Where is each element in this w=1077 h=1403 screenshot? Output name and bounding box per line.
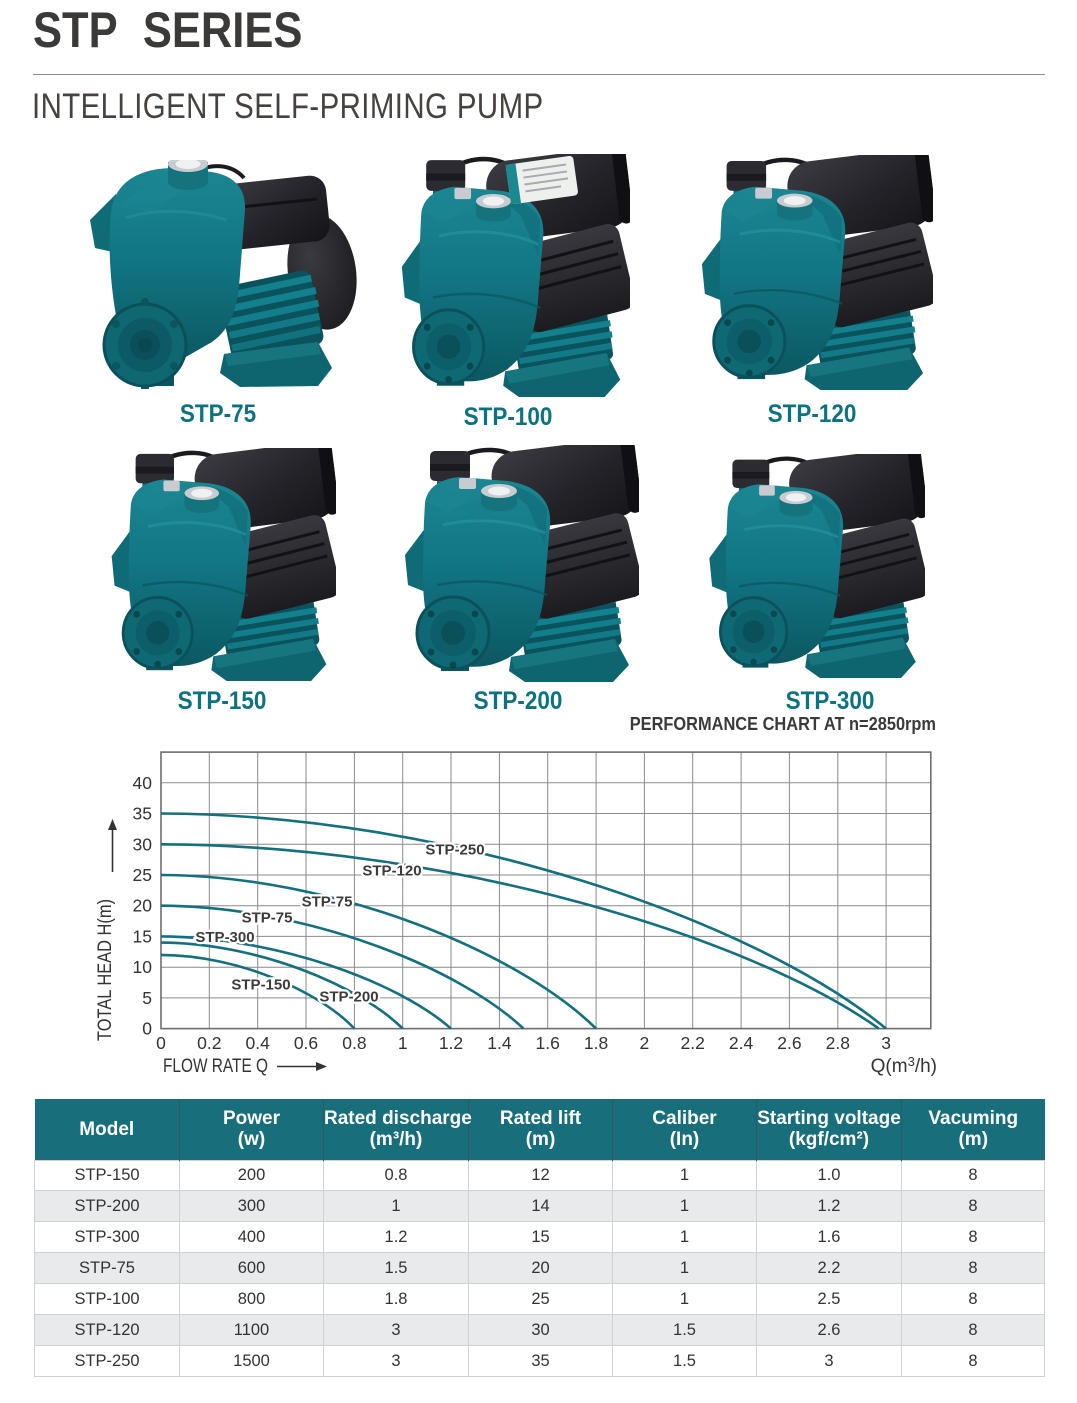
svg-text:STP-150: STP-150	[231, 977, 290, 994]
svg-text:STP-75: STP-75	[302, 894, 353, 911]
svg-text:0.4: 0.4	[246, 1033, 271, 1053]
svg-text:0.8: 0.8	[342, 1033, 366, 1053]
svg-text:1: 1	[398, 1033, 408, 1053]
svg-text:40: 40	[133, 773, 153, 793]
svg-text:1.6: 1.6	[536, 1033, 560, 1053]
svg-text:STP-250: STP-250	[425, 842, 484, 859]
svg-text:0.2: 0.2	[197, 1033, 221, 1053]
svg-text:STP-75: STP-75	[242, 910, 293, 927]
svg-text:25: 25	[133, 865, 152, 885]
svg-text:STP-300: STP-300	[195, 929, 254, 946]
svg-text:2.4: 2.4	[729, 1033, 754, 1053]
svg-text:2.8: 2.8	[826, 1033, 850, 1053]
svg-text:35: 35	[133, 804, 152, 824]
svg-text:1.2: 1.2	[439, 1033, 463, 1053]
svg-text:2.2: 2.2	[681, 1033, 705, 1053]
svg-text:5: 5	[142, 988, 152, 1008]
svg-text:STP-200: STP-200	[319, 989, 378, 1006]
svg-text:0: 0	[142, 1019, 152, 1039]
svg-text:2.6: 2.6	[777, 1033, 801, 1053]
svg-text:0.6: 0.6	[294, 1033, 318, 1053]
svg-text:TOTAL HEAD H(m): TOTAL HEAD H(m)	[95, 899, 116, 1041]
svg-text:Q(m3/h): Q(m3/h)	[871, 1054, 937, 1077]
svg-text:15: 15	[133, 926, 152, 946]
svg-text:10: 10	[133, 957, 153, 977]
svg-text:1.8: 1.8	[584, 1033, 608, 1053]
svg-text:20: 20	[133, 896, 153, 916]
svg-text:0: 0	[156, 1033, 166, 1053]
svg-text:FLOW RATE Q: FLOW RATE Q	[163, 1056, 268, 1077]
svg-text:2: 2	[640, 1033, 650, 1053]
svg-text:1.4: 1.4	[487, 1033, 512, 1053]
svg-text:STP-120: STP-120	[362, 863, 421, 880]
svg-text:30: 30	[133, 834, 153, 854]
svg-text:3: 3	[881, 1033, 891, 1053]
